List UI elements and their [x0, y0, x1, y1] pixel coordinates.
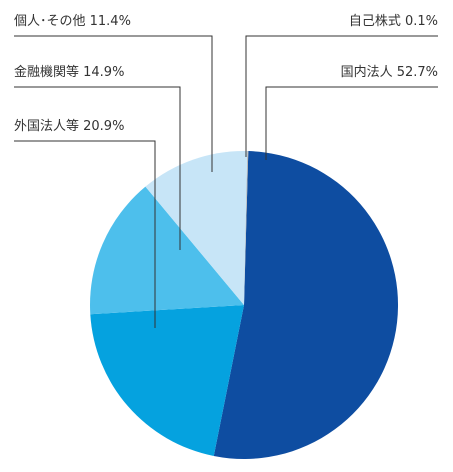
leader-line-3 [14, 86, 181, 250]
leader-line-2 [14, 140, 156, 328]
pie-slice-1 [213, 151, 399, 460]
slice-label-2: 外国法人等 20.9% [14, 118, 124, 134]
slice-label-5: 自己株式 0.1% [349, 14, 438, 29]
pie-slice-3 [90, 186, 244, 315]
pie-slice-2 [90, 305, 244, 456]
slice-label-4: 個人･その他 11.4% [14, 14, 131, 29]
slice-label-3: 金融機関等 14.9% [14, 64, 124, 80]
pie-labels: 国内法人 52.7% 外国法人等 20.9% 金融機関等 14.9% 個人･その他 1… [14, 14, 438, 328]
pie-slices [90, 151, 399, 460]
leader-line-1 [265, 86, 438, 160]
leader-line-5 [245, 35, 438, 157]
slice-label-1: 国内法人 52.7% [341, 64, 438, 80]
leader-line-4 [14, 35, 213, 172]
pie-slice-5 [244, 151, 249, 305]
pie-slice-4 [145, 151, 248, 305]
